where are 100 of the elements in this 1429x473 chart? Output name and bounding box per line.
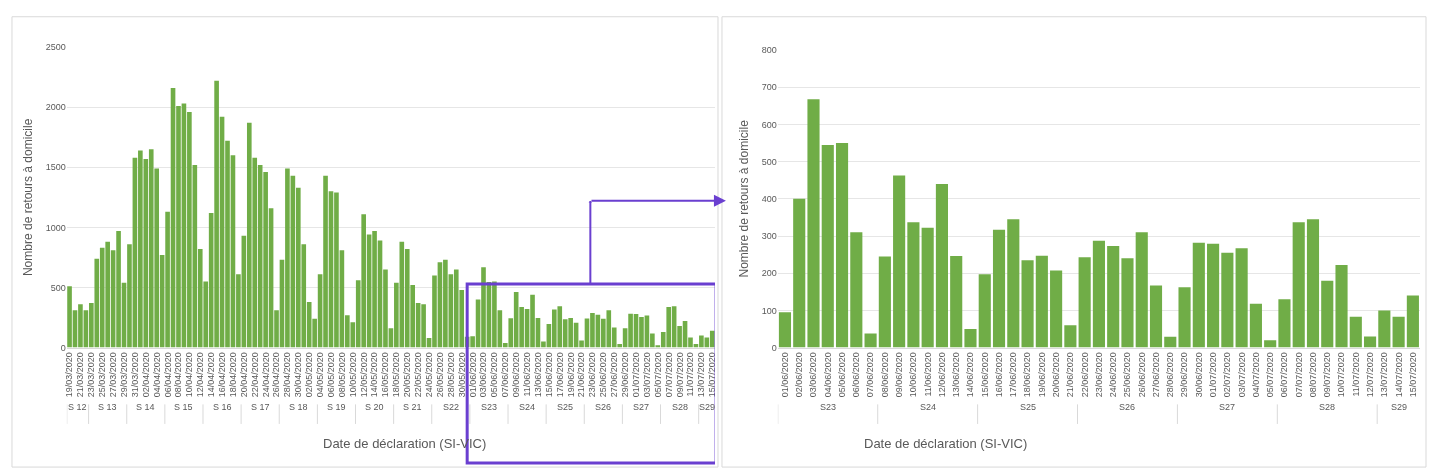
text: S26 — [1119, 402, 1136, 412]
x-tick-label: 13/06/2020 — [951, 352, 962, 398]
x-tick-label: 14/06/2020 — [965, 352, 976, 398]
x-tick-label: 24/06/2020 — [1108, 352, 1119, 398]
text: S29 — [699, 402, 716, 412]
x-tick-label: 29/03/2020 — [118, 352, 129, 398]
text: S25 — [557, 402, 574, 412]
text: S 14 — [136, 402, 155, 412]
text: S 16 — [213, 402, 232, 412]
x-tick-label: 07/06/2020 — [500, 352, 511, 398]
x-tick-label: 12/07/2020 — [1365, 352, 1375, 398]
x-axis-title: Date de déclaration (SI-VIC) — [864, 436, 1028, 451]
x-tick-label: 04/05/2020 — [315, 352, 326, 398]
x-tick-label: 02/04/2020 — [140, 352, 151, 398]
x-tick-label: 28/04/2020 — [282, 352, 293, 398]
text: S29 — [1391, 402, 1408, 412]
x-tick-label: 30/04/2020 — [293, 352, 304, 398]
x-tick-label: 29/06/2020 — [620, 352, 631, 398]
x-tick-label: 20/05/2020 — [402, 352, 413, 398]
x-tick-label: 22/04/2020 — [249, 352, 260, 398]
x-tick-label: 18/04/2020 — [227, 352, 238, 398]
x-tick-label: 13/07/2020 — [696, 352, 707, 398]
x-tick-label: 03/06/2020 — [478, 352, 489, 398]
text: S27 — [1219, 402, 1236, 412]
y-tick-label: 400 — [761, 193, 777, 204]
y-tick-label: 800 — [761, 45, 777, 56]
y-tick-label: 0 — [771, 342, 777, 353]
x-tick-label: 12/05/2020 — [358, 352, 369, 398]
text: S27 — [633, 402, 650, 412]
x-tick-label: 18/06/2020 — [1022, 352, 1033, 398]
x-tick-label: 14/04/2020 — [206, 352, 217, 398]
x-tick-label: 11/07/2020 — [1350, 352, 1361, 397]
x-tick-label: 29/06/2020 — [1179, 352, 1190, 398]
x-tick-label: 16/05/2020 — [380, 352, 391, 398]
x-tick-label: 03/07/2020 — [641, 352, 652, 398]
x-tick-label: 10/04/2020 — [184, 352, 195, 398]
x-tick-label: 02/06/2020 — [794, 352, 805, 398]
y-tick-label: 0 — [60, 342, 66, 353]
x-tick-label: 14/07/2020 — [1393, 352, 1404, 398]
x-tick-label: 25/03/2020 — [97, 352, 108, 398]
y-tick-label: 2500 — [45, 42, 66, 53]
x-tick-label: 23/03/2020 — [86, 352, 97, 398]
x-tick-label: 07/07/2020 — [1293, 352, 1304, 398]
text: S28 — [1319, 402, 1336, 412]
x-tick-label: 05/07/2020 — [1265, 352, 1276, 398]
x-tick-label: 31/03/2020 — [129, 352, 140, 398]
x-tick-label: 12/06/2020 — [936, 352, 947, 398]
x-tick-label: 01/06/2020 — [467, 352, 478, 398]
text: S 12 — [68, 402, 87, 412]
x-tick-label: 30/06/2020 — [1193, 352, 1204, 398]
x-tick-label: 09/07/2020 — [1322, 352, 1333, 398]
text: S25 — [1020, 402, 1037, 412]
x-tick-label: 21/06/2020 — [576, 352, 587, 398]
x-tick-label: 28/06/2020 — [1165, 352, 1176, 398]
text: S 19 — [327, 402, 346, 412]
x-tick-label: 21/03/2020 — [75, 352, 86, 398]
y-tick-label: 500 — [761, 156, 777, 167]
y-tick-label: 100 — [761, 305, 777, 316]
x-tick-label: 04/04/2020 — [151, 352, 162, 398]
x-tick-label: 06/07/2020 — [1279, 352, 1290, 398]
x-tick-label: 11/07/2020 — [685, 352, 696, 397]
x-tick-label: 10/06/2020 — [908, 352, 919, 398]
x-tick-label: 19/06/2020 — [565, 352, 576, 398]
text: S26 — [595, 402, 612, 412]
x-tick-label: 27/06/2020 — [1150, 352, 1161, 398]
x-tick-label: 26/06/2020 — [1136, 352, 1147, 398]
x-tick-label: 04/07/2020 — [1250, 352, 1261, 398]
y-axis-title: Nombre de retours à domicile — [737, 119, 752, 278]
x-tick-label: 16/06/2020 — [993, 352, 1004, 398]
x-tick-label: 15/07/2020 — [707, 352, 718, 398]
x-tick-label: 13/06/2020 — [532, 352, 543, 398]
x-tick-label: 02/05/2020 — [304, 352, 315, 398]
x-tick-label: 17/06/2020 — [1008, 352, 1019, 398]
y-tick-label: 600 — [761, 119, 777, 130]
y-tick-label: 200 — [761, 268, 777, 279]
x-tick-label: 09/06/2020 — [511, 352, 522, 398]
x-tick-label: 06/04/2020 — [162, 352, 173, 398]
x-tick-label: 08/06/2020 — [879, 352, 890, 398]
x-tick-label: 15/06/2020 — [979, 352, 990, 398]
x-tick-label: 11/06/2020 — [922, 352, 933, 397]
x-tick-label: 23/06/2020 — [1093, 352, 1104, 398]
x-tick-label: 11/06/2020 — [522, 352, 532, 397]
text: S 18 — [289, 402, 308, 412]
x-tick-label: 19/06/2020 — [1036, 352, 1047, 398]
text: S28 — [672, 402, 689, 412]
text: S24 — [519, 402, 536, 412]
x-tick-label: 20/06/2020 — [1051, 352, 1062, 398]
text: S 21 — [403, 402, 422, 412]
x-tick-label: 25/06/2020 — [1122, 352, 1133, 398]
x-tick-label: 09/06/2020 — [894, 352, 905, 398]
x-tick-label: 08/04/2020 — [173, 352, 184, 398]
text: S 17 — [251, 402, 270, 412]
x-tick-label: 30/05/2020 — [456, 352, 467, 398]
x-tick-label: 26/05/2020 — [434, 352, 445, 398]
x-tick-label: 05/07/2020 — [652, 352, 663, 398]
text: S23 — [481, 402, 498, 412]
x-tick-label: 20/04/2020 — [238, 352, 249, 398]
x-tick-label: 03/07/2020 — [1236, 352, 1247, 398]
y-tick-label: 700 — [761, 82, 777, 93]
x-tick-label: 12/04/2020 — [195, 352, 206, 398]
